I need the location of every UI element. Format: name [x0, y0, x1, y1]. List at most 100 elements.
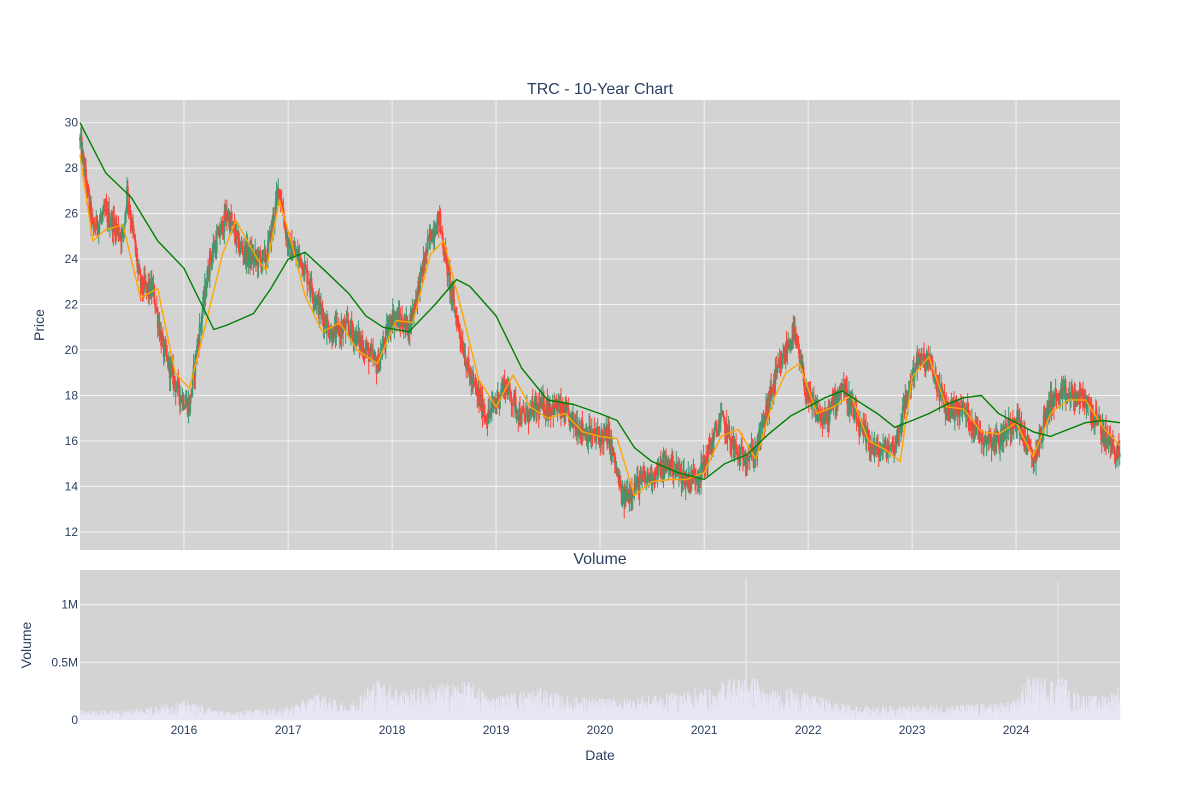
x-tick-label: 2024	[1003, 723, 1030, 737]
candlestick	[569, 414, 572, 433]
candlestick	[366, 339, 368, 359]
volume-bar	[660, 702, 662, 720]
volume-bar	[599, 708, 601, 720]
candlestick	[239, 241, 242, 255]
volume-bar	[738, 679, 740, 720]
volume-bar	[252, 712, 254, 720]
volume-bar	[460, 694, 462, 720]
candlestick	[1061, 379, 1064, 411]
volume-bar	[102, 710, 104, 720]
volume-bar	[717, 693, 719, 720]
candlestick	[841, 378, 843, 392]
candlestick	[689, 466, 691, 495]
candlestick	[510, 391, 513, 417]
candlestick	[726, 424, 729, 451]
candlestick	[520, 406, 523, 428]
volume-bar	[834, 704, 836, 720]
volume-bar	[640, 699, 642, 720]
candlestick	[728, 420, 731, 440]
volume-bar	[405, 698, 407, 720]
volume-bar	[1105, 706, 1107, 720]
volume-bar	[760, 705, 762, 720]
candlestick	[715, 420, 718, 438]
volume-bar	[797, 693, 799, 720]
volume-bar	[88, 710, 90, 720]
volume-bar	[629, 699, 631, 720]
price-y-tick-label: 24	[65, 252, 79, 266]
volume-bar	[381, 688, 383, 720]
volume-bar	[520, 692, 522, 720]
candlestick	[789, 338, 792, 354]
candlesticks	[79, 124, 1121, 519]
volume-bar	[245, 710, 247, 720]
volume-bar	[777, 695, 779, 720]
volume-bar	[179, 702, 181, 720]
volume-bar	[772, 693, 774, 720]
volume-bar	[757, 684, 759, 720]
volume-bar	[988, 707, 990, 720]
volume-bar	[878, 709, 880, 720]
volume-bar	[1084, 704, 1086, 720]
candlestick	[618, 468, 620, 491]
volume-bar	[1094, 696, 1096, 720]
candlestick	[96, 214, 98, 239]
candlestick	[1016, 403, 1019, 439]
volume-bar	[1077, 693, 1079, 720]
volume-bar	[903, 705, 905, 720]
volume-bar	[1079, 709, 1081, 720]
volume-bar	[642, 701, 644, 720]
volume-bar	[255, 709, 257, 720]
volume-bar	[519, 695, 521, 720]
candlestick	[215, 223, 218, 260]
volume-bar	[770, 696, 772, 720]
volume-bar	[497, 699, 499, 720]
volume-bar	[99, 710, 101, 720]
volume-bar	[671, 692, 673, 720]
candlestick	[326, 310, 328, 345]
volume-bar	[128, 714, 130, 720]
volume-bar	[616, 707, 618, 720]
volume-bar	[394, 696, 396, 720]
volume-bar	[603, 700, 605, 720]
volume-bar	[351, 705, 353, 720]
volume-bar	[313, 702, 315, 720]
candlestick	[382, 330, 385, 349]
volume-bar	[595, 698, 597, 720]
volume-bar	[867, 705, 869, 720]
volume-bar	[410, 692, 412, 720]
volume-bar	[929, 704, 931, 720]
candlestick	[331, 327, 333, 350]
volume-bar	[1119, 699, 1121, 720]
volume-bar	[1116, 704, 1118, 720]
candlestick	[154, 298, 157, 315]
volume-bar	[712, 707, 714, 720]
volume-bar	[358, 708, 360, 720]
volume-bar	[586, 699, 588, 720]
candlestick	[657, 457, 660, 479]
candlestick	[425, 242, 427, 266]
volume-bar	[104, 710, 106, 720]
volume-bar	[257, 709, 259, 720]
candlestick	[625, 480, 628, 502]
volume-bar	[565, 707, 567, 720]
x-tick-label: 2023	[899, 723, 926, 737]
candlestick	[968, 409, 971, 436]
volume-bar	[932, 706, 934, 720]
volume-bar	[1032, 680, 1034, 720]
candlestick	[621, 480, 624, 508]
volume-bar	[448, 703, 450, 720]
volume-bar	[996, 707, 998, 720]
candlestick	[846, 376, 849, 416]
candlestick	[528, 408, 531, 424]
candlestick	[781, 352, 784, 370]
volume-bar	[385, 694, 387, 720]
candlestick	[705, 445, 708, 464]
volume-bar	[740, 690, 742, 720]
volume-bar	[807, 704, 809, 720]
x-tick-label: 2019	[483, 723, 510, 737]
candlestick	[718, 413, 720, 437]
price-y-tick-label: 14	[65, 479, 79, 493]
volume-bar	[417, 690, 419, 720]
volume-bar	[318, 699, 320, 720]
